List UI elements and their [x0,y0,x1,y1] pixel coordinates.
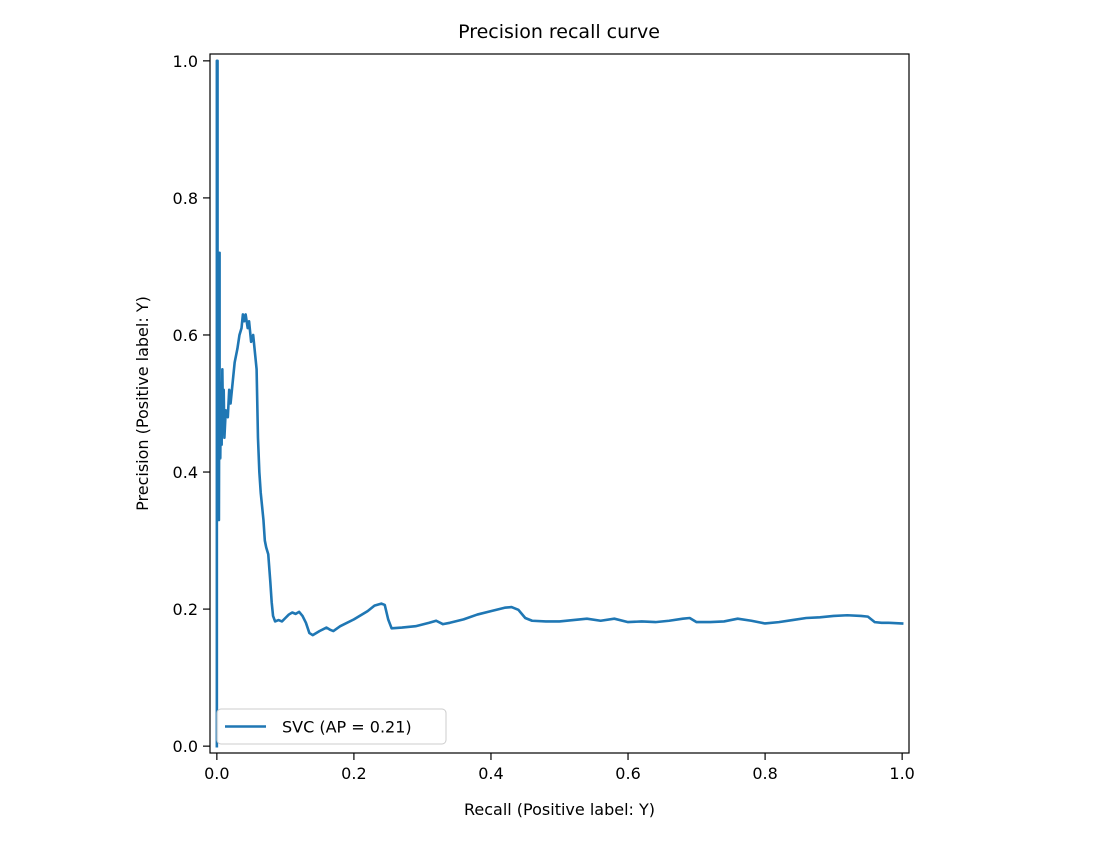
y-tick-label: 0.6 [173,326,198,345]
chart-title: Precision recall curve [458,21,660,43]
x-tick-label: 1.0 [889,764,914,783]
x-tick-label: 0.0 [204,764,229,783]
x-tick-label: 0.2 [341,764,366,783]
x-axis-label: Recall (Positive label: Y) [464,800,655,819]
x-tick-label: 0.4 [478,764,503,783]
axes-frame [209,53,910,754]
series-line-svc [215,59,904,748]
plot-area [215,59,904,748]
y-tick-label: 0.8 [173,189,198,208]
x-tick-label: 0.6 [615,764,640,783]
y-axis: 0.0 0.2 0.4 0.6 0.8 1.0 [173,52,210,756]
y-tick-label: 0.0 [173,737,198,756]
y-axis-label: Precision (Positive label: Y) [133,296,152,511]
x-axis: 0.0 0.2 0.4 0.6 0.8 1.0 [204,753,915,783]
legend-entry-svc: SVC (AP = 0.21) [282,718,412,737]
x-tick-label: 0.8 [752,764,777,783]
y-tick-label: 0.4 [173,463,198,482]
legend-box [216,708,447,745]
y-tick-label: 0.2 [173,600,198,619]
legend: SVC (AP = 0.21) [216,708,447,745]
y-tick-label: 1.0 [173,52,198,71]
